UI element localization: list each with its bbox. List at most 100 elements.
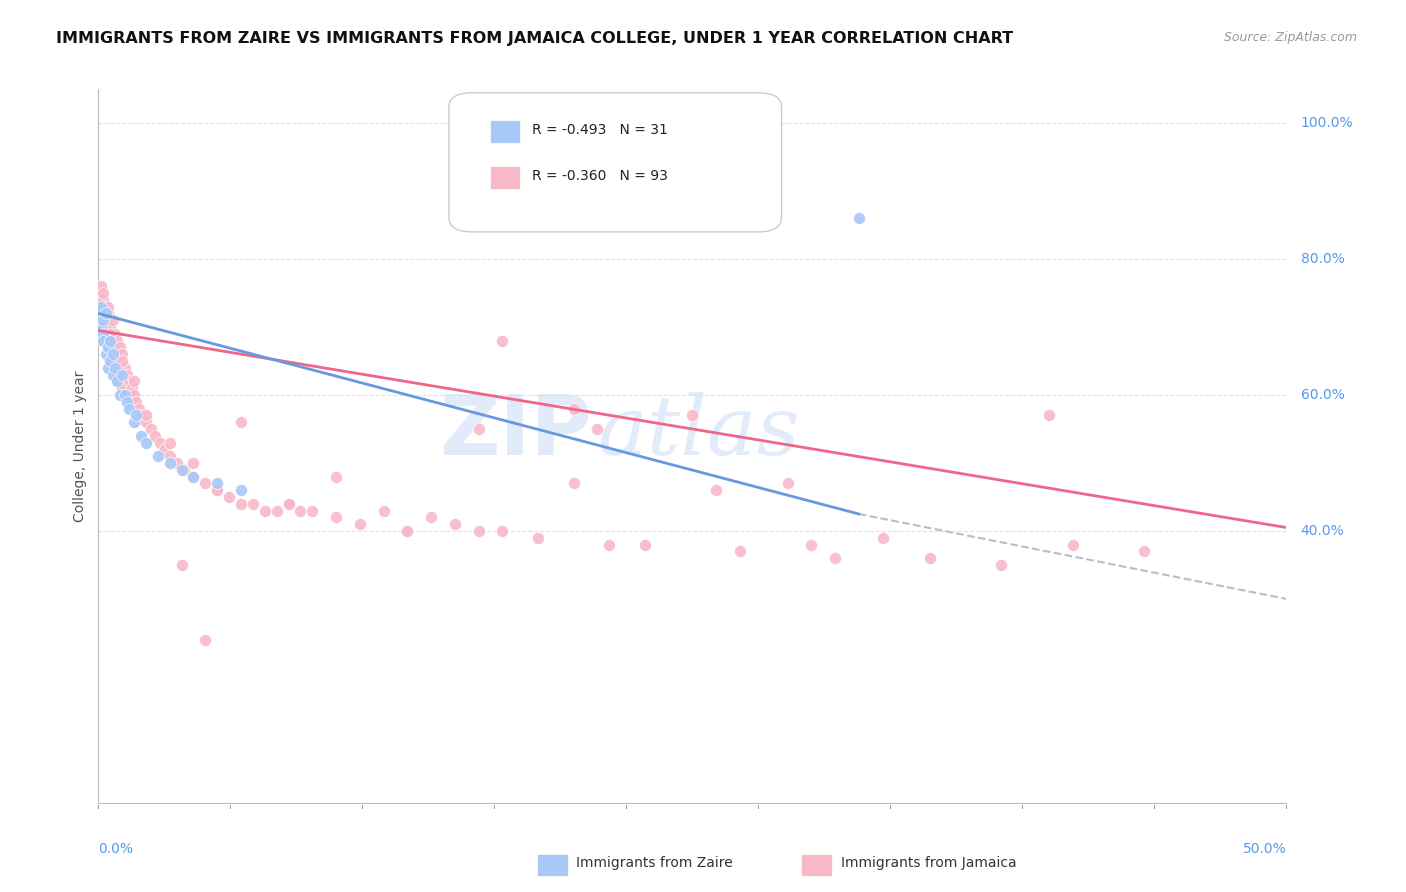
Point	[325, 510, 347, 524]
Point	[183, 456, 205, 470]
Point	[91, 320, 114, 334]
Point	[420, 510, 443, 524]
Point	[325, 469, 347, 483]
Point	[111, 381, 134, 395]
Point	[91, 286, 114, 301]
Point	[129, 429, 152, 443]
Text: 50.0%: 50.0%	[1243, 842, 1286, 856]
FancyBboxPatch shape	[491, 120, 520, 143]
Point	[111, 347, 134, 361]
Point	[183, 469, 205, 483]
Text: R = -0.360   N = 93: R = -0.360 N = 93	[531, 169, 668, 183]
Point	[108, 388, 131, 402]
Text: R = -0.493   N = 31: R = -0.493 N = 31	[531, 123, 668, 136]
Point	[1062, 537, 1084, 551]
Point	[229, 497, 252, 511]
Point	[114, 360, 136, 375]
Text: 80.0%: 80.0%	[1301, 252, 1344, 266]
Text: Immigrants from Zaire: Immigrants from Zaire	[576, 856, 733, 871]
Point	[173, 463, 195, 477]
Point	[396, 524, 419, 538]
Point	[491, 334, 513, 348]
Point	[800, 537, 823, 551]
Point	[146, 449, 169, 463]
Point	[562, 476, 585, 491]
Point	[634, 537, 657, 551]
Point	[108, 375, 131, 389]
Text: 40.0%: 40.0%	[1301, 524, 1344, 538]
Point	[159, 456, 181, 470]
Point	[111, 354, 134, 368]
Text: 60.0%: 60.0%	[1301, 388, 1344, 402]
Point	[104, 326, 127, 341]
Point	[91, 313, 114, 327]
Point	[872, 531, 894, 545]
Point	[166, 456, 188, 470]
Point	[153, 442, 176, 457]
Point	[94, 334, 117, 348]
Point	[108, 341, 131, 355]
Point	[301, 503, 323, 517]
Point	[373, 503, 395, 517]
Point	[91, 334, 114, 348]
Point	[107, 375, 129, 389]
Point	[728, 544, 751, 558]
Text: Source: ZipAtlas.com: Source: ZipAtlas.com	[1223, 31, 1357, 45]
Point	[396, 524, 419, 538]
Point	[681, 409, 703, 423]
Point	[98, 354, 121, 368]
Point	[135, 435, 157, 450]
Point	[101, 347, 124, 361]
Point	[229, 415, 252, 429]
Point	[527, 531, 550, 545]
Point	[104, 360, 127, 375]
Point	[562, 401, 585, 416]
Point	[97, 341, 120, 355]
Point	[776, 476, 799, 491]
Point	[170, 463, 193, 477]
Point	[118, 375, 141, 389]
Point	[277, 497, 299, 511]
Point	[90, 300, 112, 314]
Point	[824, 551, 846, 566]
Text: IMMIGRANTS FROM ZAIRE VS IMMIGRANTS FROM JAMAICA COLLEGE, UNDER 1 YEAR CORRELATI: IMMIGRANTS FROM ZAIRE VS IMMIGRANTS FROM…	[56, 31, 1014, 46]
Point	[277, 497, 299, 511]
Text: atlas: atlas	[598, 392, 800, 472]
Point	[115, 394, 138, 409]
Point	[1038, 409, 1060, 423]
Point	[107, 368, 129, 382]
Point	[90, 320, 112, 334]
Point	[122, 415, 145, 429]
Point	[98, 326, 121, 341]
Point	[107, 334, 129, 348]
Point	[586, 422, 609, 436]
Point	[101, 313, 124, 327]
Point	[114, 388, 136, 402]
Point	[149, 435, 172, 450]
Point	[107, 368, 129, 382]
Y-axis label: College, Under 1 year: College, Under 1 year	[73, 370, 87, 522]
Point	[194, 476, 217, 491]
Point	[122, 388, 145, 402]
Point	[242, 497, 264, 511]
Point	[98, 354, 121, 368]
Point	[90, 279, 112, 293]
Point	[159, 449, 181, 463]
Point	[97, 360, 120, 375]
Point	[145, 429, 167, 443]
Point	[111, 368, 134, 382]
Point	[704, 483, 727, 498]
Point	[207, 483, 229, 498]
Point	[444, 517, 467, 532]
Point	[128, 401, 150, 416]
Point	[598, 537, 620, 551]
Point	[91, 293, 114, 307]
Point	[98, 320, 121, 334]
Point	[94, 300, 117, 314]
Point	[207, 483, 229, 498]
Point	[194, 632, 217, 647]
Point	[290, 503, 312, 517]
Text: 0.0%: 0.0%	[98, 842, 134, 856]
Point	[94, 334, 117, 348]
Text: ZIP: ZIP	[439, 392, 592, 472]
